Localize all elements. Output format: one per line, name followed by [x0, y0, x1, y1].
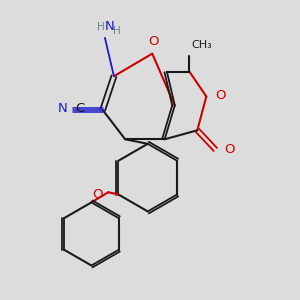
Text: C: C — [76, 102, 85, 116]
Text: O: O — [224, 143, 235, 156]
Text: O: O — [215, 89, 226, 102]
Text: N: N — [105, 20, 114, 33]
Text: CH₃: CH₃ — [192, 40, 212, 50]
Text: H: H — [97, 22, 104, 32]
Text: O: O — [148, 35, 159, 48]
Text: O: O — [92, 188, 103, 201]
Text: H: H — [113, 26, 121, 36]
Text: N: N — [58, 102, 68, 116]
